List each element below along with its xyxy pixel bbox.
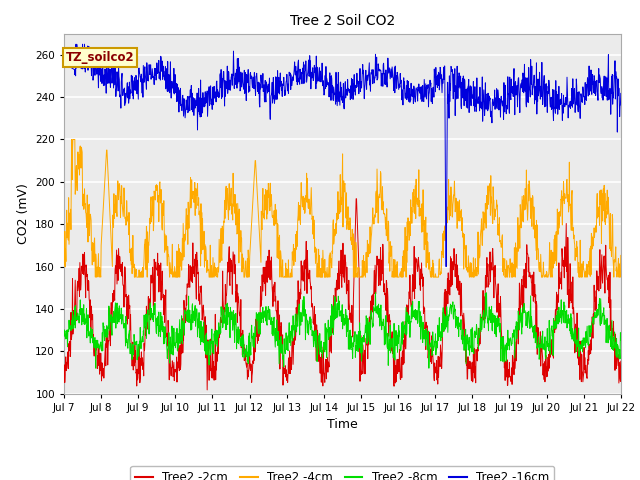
Text: TZ_soilco2: TZ_soilco2 xyxy=(66,51,134,64)
Legend: Tree2 -2cm, Tree2 -4cm, Tree2 -8cm, Tree2 -16cm: Tree2 -2cm, Tree2 -4cm, Tree2 -8cm, Tree… xyxy=(131,466,554,480)
Y-axis label: CO2 (mV): CO2 (mV) xyxy=(17,183,29,244)
X-axis label: Time: Time xyxy=(327,418,358,431)
Title: Tree 2 Soil CO2: Tree 2 Soil CO2 xyxy=(290,14,395,28)
